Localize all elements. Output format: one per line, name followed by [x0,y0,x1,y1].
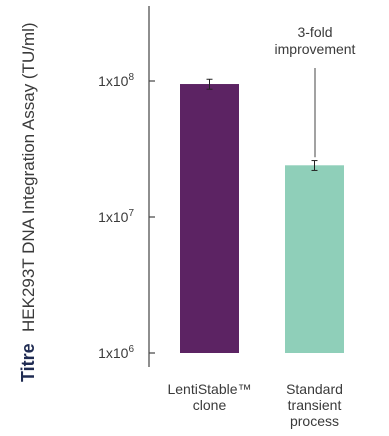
y-axis-label: HEK293T DNA Integration Assay (TU/ml) [19,22,38,332]
y-tick-label: 1x106 [98,344,134,361]
y-axis-label-bold: Titre [18,343,38,382]
category-label-line: clone [193,397,227,413]
bar-2 [285,165,344,353]
y-tick-label: 1x107 [98,208,134,225]
category-label-line: Standard [286,381,343,397]
annotation-line: improvement [275,41,356,57]
category-label-line: process [290,413,339,429]
bar-1 [180,84,239,353]
category-label-line: transient [288,397,342,413]
annotation-line: 3-fold [297,24,332,40]
y-tick-label: 1x108 [98,72,134,89]
category-label-line: LentiStable™ [167,381,251,397]
